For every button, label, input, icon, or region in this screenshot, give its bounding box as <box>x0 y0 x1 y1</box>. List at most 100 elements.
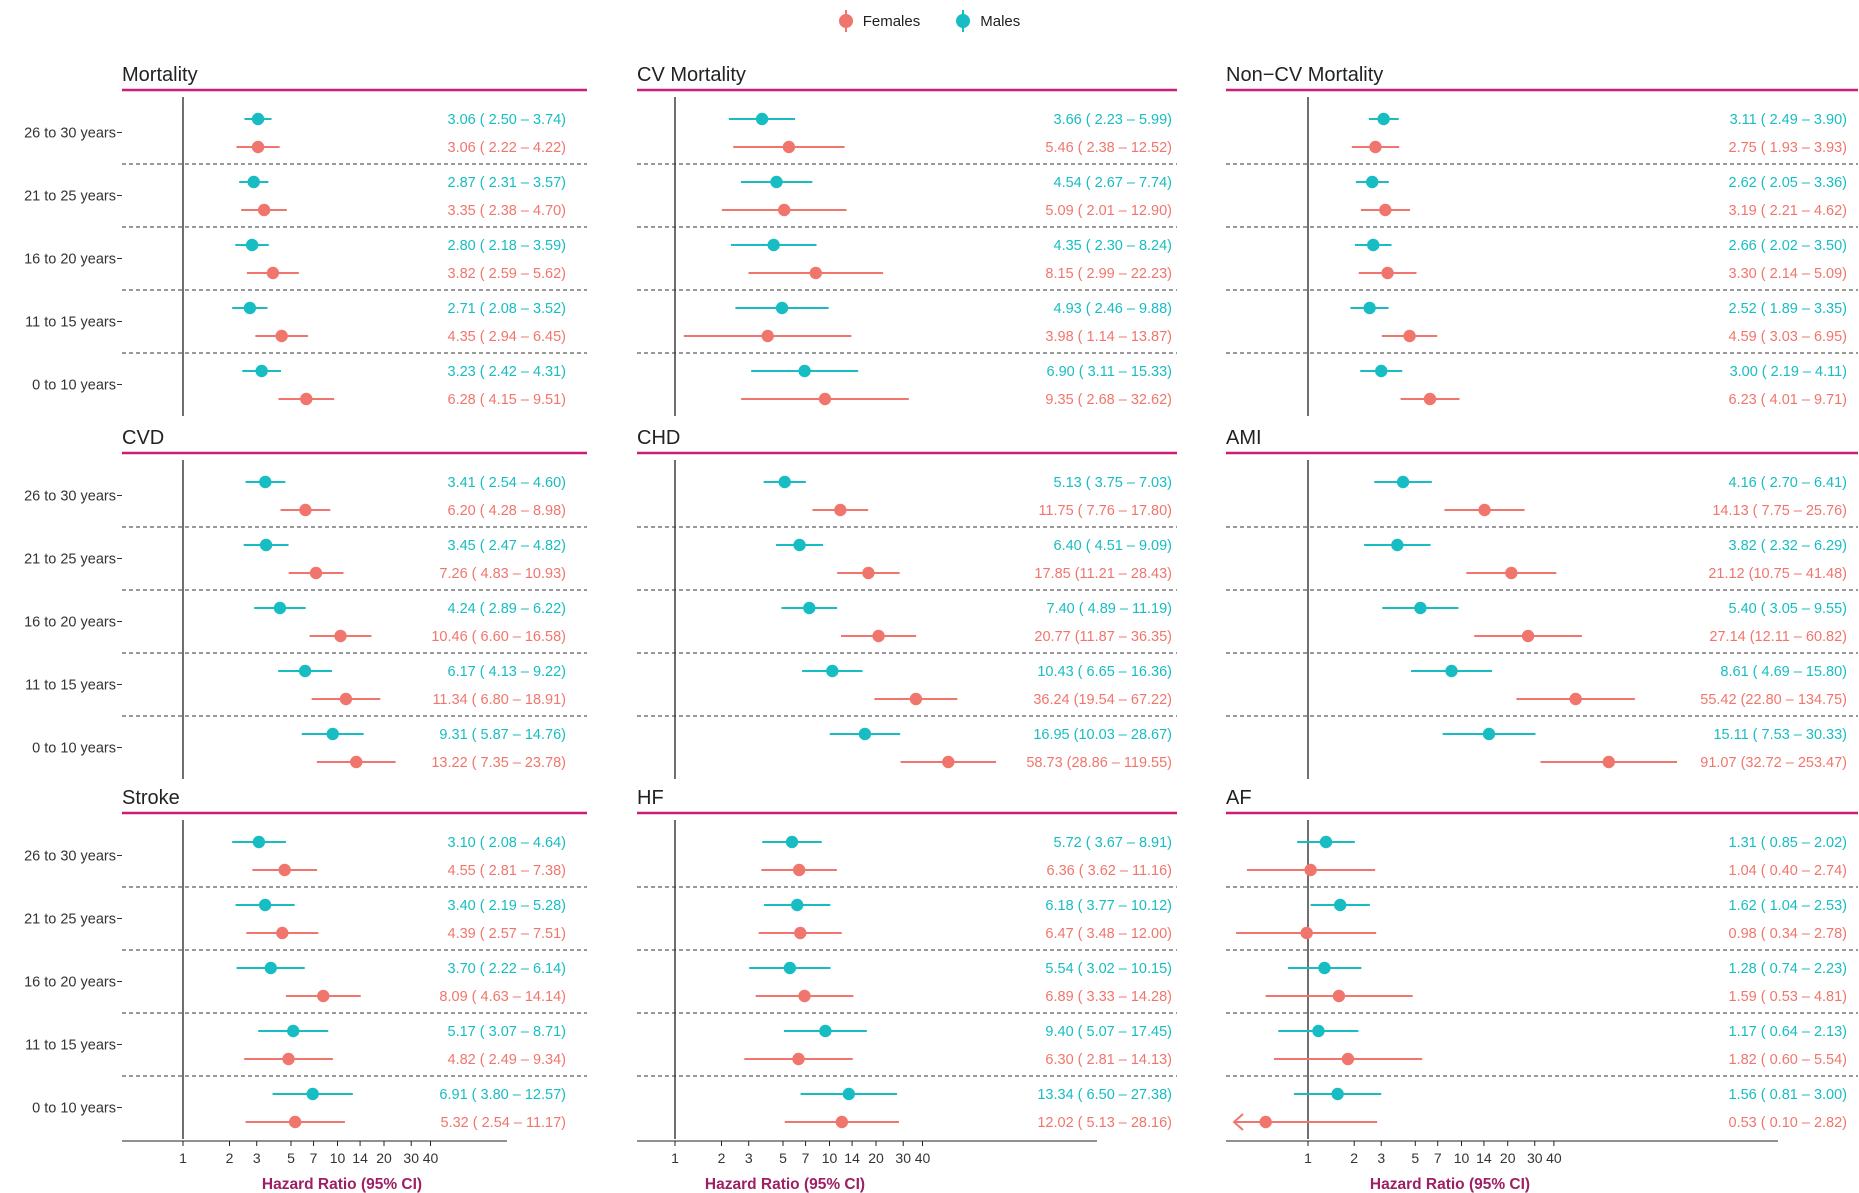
row-label: 0 to 10 years <box>32 741 116 757</box>
point-estimate <box>247 175 260 189</box>
row-label: 21 to 25 years <box>24 552 116 568</box>
ci-label: 9.40 ( 5.07 – 17.45) <box>1045 1024 1172 1040</box>
ci-label: 3.23 ( 2.42 – 4.31) <box>448 364 567 380</box>
panel-title: CVD <box>122 427 164 449</box>
ci-label: 3.10 ( 2.08 – 4.64) <box>448 835 567 851</box>
ci-label: 17.85 (11.21 – 28.43) <box>1034 566 1172 582</box>
point-estimate <box>251 112 265 126</box>
point-estimate <box>1505 566 1518 580</box>
point-estimate <box>818 392 832 406</box>
x-tick-label: 14 <box>1476 1150 1492 1166</box>
point-estimate <box>1363 301 1376 315</box>
ci-label: 3.19 ( 2.21 – 4.62) <box>1729 203 1848 219</box>
ci-label: 15.11 ( 7.53 – 30.33) <box>1713 727 1847 743</box>
point-estimate <box>1367 238 1380 252</box>
ci-label: 1.17 ( 0.64 – 2.13) <box>1729 1024 1848 1040</box>
point-estimate <box>842 1087 856 1101</box>
legend: Females Males <box>0 6 1859 36</box>
point-estimate <box>334 629 347 643</box>
row-label: 26 to 30 years <box>24 489 116 505</box>
x-tick-label: 3 <box>253 1150 261 1166</box>
ci-label: 3.35 ( 2.38 – 4.70) <box>448 203 567 219</box>
point-estimate <box>1375 364 1388 378</box>
panel-title: Mortality <box>122 64 198 86</box>
ci-label: 3.45 ( 2.47 – 4.82) <box>448 538 567 554</box>
panel-title: CHD <box>637 427 680 449</box>
point-estimate <box>1331 1087 1344 1101</box>
ci-label: 8.09 ( 4.63 – 14.14) <box>439 989 566 1005</box>
ci-label: 3.98 ( 1.14 – 13.87) <box>1045 329 1172 345</box>
ci-label: 1.31 ( 0.85 – 2.02) <box>1729 835 1848 851</box>
x-tick-label: 14 <box>352 1150 368 1166</box>
ci-label: 5.40 ( 3.05 – 9.55) <box>1729 601 1848 617</box>
ci-label: 3.41 ( 2.54 – 4.60) <box>448 475 567 491</box>
ci-label: 6.40 ( 4.51 – 9.09) <box>1054 538 1173 554</box>
x-tick-label: 40 <box>915 1150 931 1166</box>
row-label: 16 to 20 years <box>24 252 116 268</box>
point-estimate <box>299 503 312 517</box>
point-estimate <box>245 238 259 252</box>
panel-ami: AMI 4.16 ( 2.70 – 6.41) 3.82 ( 2.32 – 6.29… <box>1226 427 1858 779</box>
point-estimate <box>792 863 806 877</box>
point-estimate <box>243 301 257 315</box>
ci-label: 6.18 ( 3.77 – 10.12) <box>1045 898 1172 914</box>
panel-non-cv-mortality: Non−CV Mortality 3.11 ( 2.49 – 3.90) 2.62 … <box>1226 64 1858 416</box>
point-estimate <box>792 1052 805 1066</box>
point-estimate <box>809 266 822 280</box>
row-label: 21 to 25 years <box>24 189 116 205</box>
point-estimate <box>1478 503 1491 517</box>
x-tick-label: 3 <box>745 1150 753 1166</box>
panel-cvd: CVD 26 to 30 years 21 to 25 years 16 to 20 … <box>24 427 587 779</box>
ci-label: 3.82 ( 2.32 – 6.29) <box>1729 538 1848 554</box>
point-estimate <box>275 329 288 343</box>
point-estimate <box>942 755 955 769</box>
ci-label: 5.32 ( 2.54 – 11.17) <box>441 1115 567 1131</box>
x-tick-label: 20 <box>376 1150 392 1166</box>
point-estimate <box>309 566 323 580</box>
ci-label: 1.56 ( 0.81 – 3.00) <box>1729 1087 1848 1103</box>
point-estimate <box>835 1115 849 1129</box>
x-tick-label: 7 <box>802 1150 810 1166</box>
x-tick-label: 7 <box>310 1150 318 1166</box>
point-estimate <box>783 961 797 975</box>
ci-label: 8.61 ( 4.69 – 15.80) <box>1720 664 1847 680</box>
ci-label: 58.73 (28.86 – 119.55) <box>1026 755 1172 771</box>
ci-label: 6.17 ( 4.13 – 9.22) <box>448 664 567 680</box>
panel-title: HF <box>637 787 664 809</box>
x-tick-label: 20 <box>1500 1150 1516 1166</box>
x-tick-label: 1 <box>671 1150 679 1166</box>
point-estimate <box>777 203 791 217</box>
x-tick-label: 5 <box>779 1150 787 1166</box>
x-tick-label: 10 <box>822 1150 838 1166</box>
point-estimate <box>300 392 313 406</box>
ci-label: 6.90 ( 3.11 – 15.33) <box>1047 364 1173 380</box>
point-estimate <box>793 538 806 552</box>
point-estimate <box>909 692 923 706</box>
x-tick-label: 30 <box>895 1150 911 1166</box>
point-estimate <box>257 203 271 217</box>
ci-label: 7.26 ( 4.83 – 10.93) <box>439 566 566 582</box>
x-tick-label: 40 <box>423 1150 439 1166</box>
point-estimate <box>1381 266 1394 280</box>
point-estimate <box>1377 112 1390 126</box>
ci-label: 5.09 ( 2.01 – 12.90) <box>1045 203 1172 219</box>
point-estimate <box>1445 664 1458 678</box>
point-estimate <box>785 835 799 849</box>
ci-label: 3.70 ( 2.22 – 6.14) <box>448 961 567 977</box>
ci-label: 4.35 ( 2.94 – 6.45) <box>448 329 567 345</box>
x-tick-label: 2 <box>1350 1150 1358 1166</box>
point-estimate <box>761 329 774 343</box>
ci-label: 4.82 ( 2.49 – 9.34) <box>448 1052 567 1068</box>
point-estimate <box>298 664 312 678</box>
point-estimate <box>1259 1115 1272 1129</box>
x-tick-label: 3 <box>1377 1150 1385 1166</box>
point-estimate <box>282 1052 295 1066</box>
ci-label: 1.59 ( 0.53 – 4.81) <box>1729 989 1848 1005</box>
x-tick-label: 5 <box>287 1150 295 1166</box>
point-estimate <box>858 727 872 741</box>
ci-truncation-arrow <box>1232 1113 1244 1131</box>
point-estimate <box>276 926 289 940</box>
point-estimate <box>1318 961 1331 975</box>
ci-label: 9.31 ( 5.87 – 14.76) <box>439 727 566 743</box>
